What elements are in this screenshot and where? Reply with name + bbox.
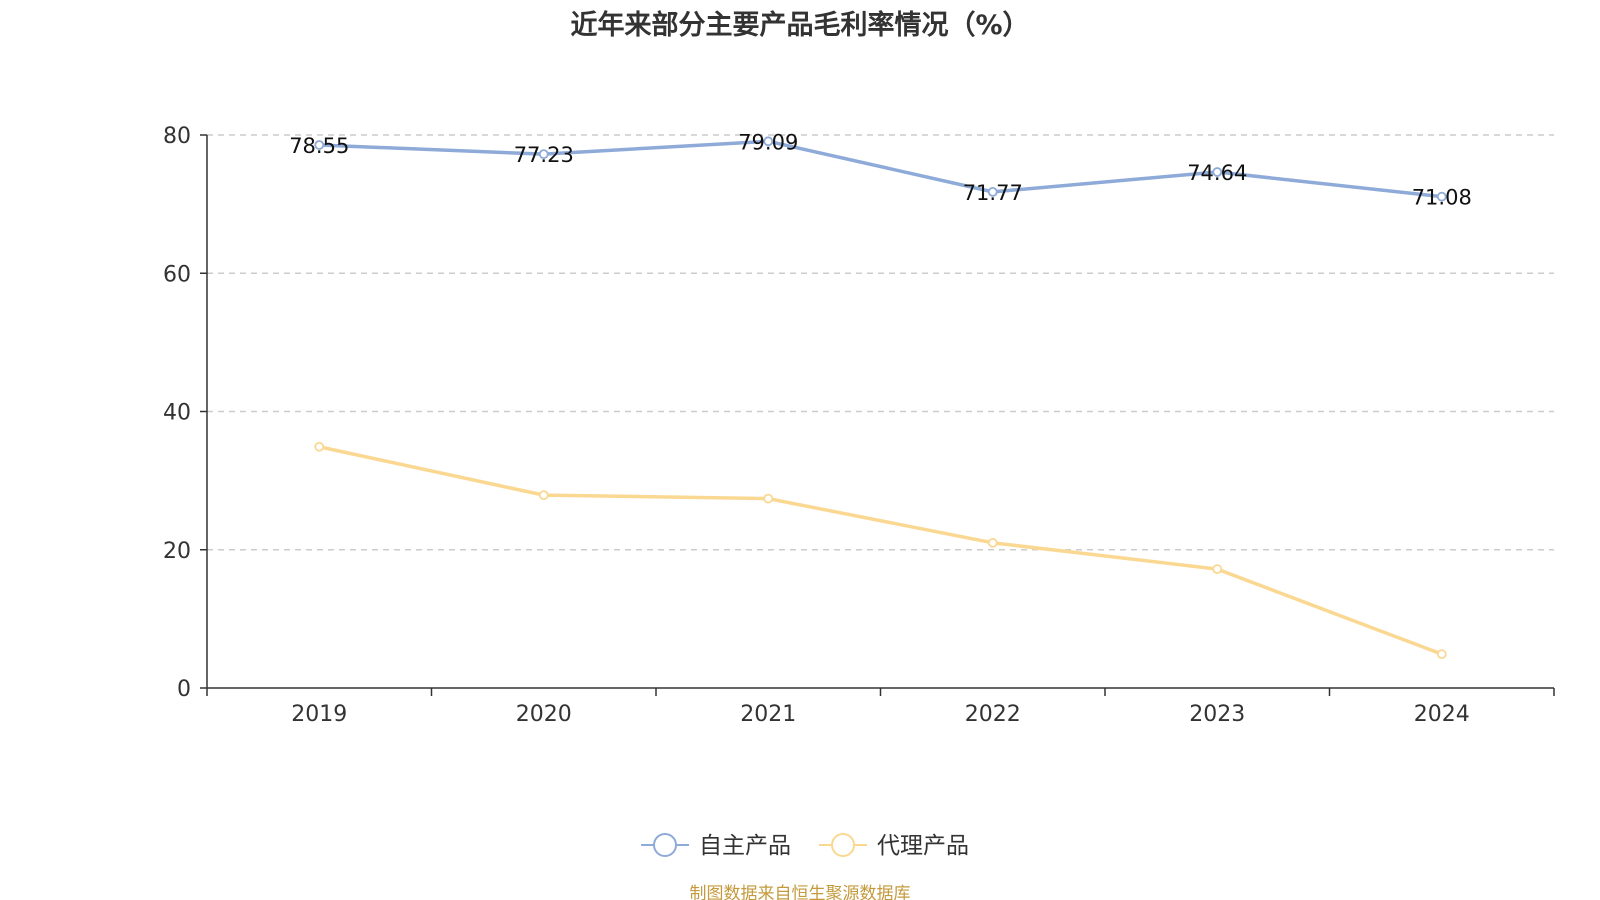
y-tick-label-80: 80 [163, 124, 191, 149]
chart-title: 近年来部分主要产品毛利率情况（%） [570, 9, 1029, 41]
y-tick-label-0: 0 [177, 677, 191, 702]
gridlines [207, 134, 1554, 551]
data-point-1-2024 [1436, 649, 1447, 660]
data-point-1-2019 [314, 441, 325, 452]
data-label-0-2023: 74.64 [1187, 161, 1247, 185]
x-tick-label-2019: 2019 [291, 702, 347, 727]
data-point-1-2020 [538, 490, 549, 501]
data-point-1-2021 [763, 493, 774, 504]
data-point-0-2021 [763, 136, 774, 147]
x-tick-label-2020: 2020 [516, 702, 572, 727]
data-label-0-2022: 71.77 [963, 181, 1023, 205]
legend-label-1: 代理产品 [877, 833, 969, 859]
data-point-0-2022 [987, 186, 998, 197]
data-label-0-2019: 78.55 [289, 134, 349, 158]
axes: 0 20 40 60 80 2019 2020 2021 2022 2023 2024 [163, 124, 1555, 727]
source-note: 制图数据来自恒生聚源数据库 [690, 884, 911, 900]
x-tick-label-2022: 2022 [965, 702, 1021, 727]
data-point-0-2020 [538, 149, 549, 160]
y-tick-label-20: 20 [163, 539, 191, 564]
y-tick-label-40: 40 [163, 401, 191, 426]
data-point-1-2022 [987, 537, 998, 548]
data-labels: 78.55 77.23 79.09 71.77 74.64 71.08 [289, 130, 1472, 209]
data-point-0-2019 [314, 140, 325, 150]
data-label-0-2024: 71.08 [1412, 186, 1472, 210]
y-tick-label-60: 60 [163, 262, 191, 287]
series-line-1 [317, 445, 1444, 656]
legend-label-0: 自主产品 [699, 833, 791, 859]
data-label-0-2021: 79.09 [738, 130, 798, 154]
legend-marker-1 [831, 833, 855, 857]
data-label-0-2020: 77.23 [514, 143, 574, 167]
data-point-0-2024 [1436, 191, 1447, 202]
data-point-0-2023 [1212, 167, 1223, 177]
x-tick-label-2023: 2023 [1189, 702, 1245, 727]
x-tick-label-2024: 2024 [1414, 702, 1470, 727]
series-layer [314, 136, 1447, 660]
x-tick-label-2021: 2021 [740, 702, 796, 727]
legend-marker-0 [653, 833, 677, 857]
series-line-0 [317, 139, 1444, 199]
legend: 自主产品 代理产品 [641, 833, 969, 859]
data-point-1-2023 [1212, 564, 1223, 575]
